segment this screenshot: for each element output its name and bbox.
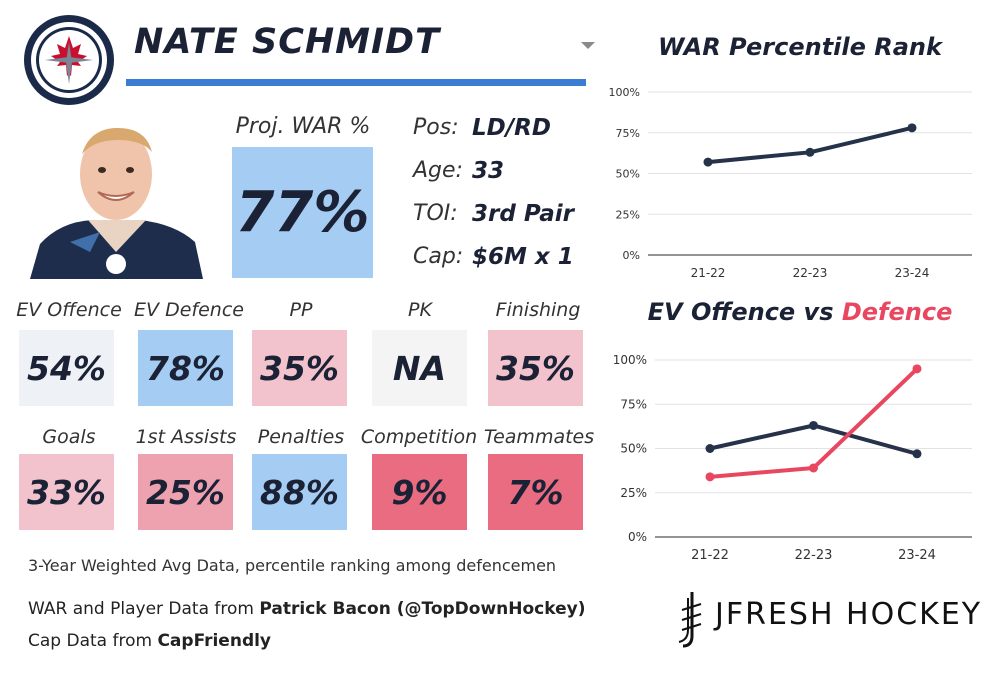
data-point: [805, 147, 815, 157]
cap-label: Cap:: [413, 244, 464, 269]
pos-value: LD/RD: [472, 115, 551, 141]
metric-label: Competition: [360, 426, 478, 448]
data-point: [809, 463, 818, 473]
toi-label: TOI:: [413, 201, 458, 226]
x-tick-label: 23-24: [898, 548, 936, 563]
metric-label: EV Offence: [16, 299, 122, 321]
metric-box-ev-offence: 54%: [19, 330, 114, 406]
metric-label: EV Defence: [134, 299, 244, 321]
data-point: [705, 472, 715, 482]
war-source-credit: WAR and Player Data from Patrick Bacon (…: [28, 599, 585, 619]
y-tick-label: 50%: [620, 442, 647, 456]
y-tick-label: 25%: [620, 486, 647, 500]
metric-box-ev-defence: 78%: [138, 330, 233, 406]
metric-label: PK: [408, 299, 432, 321]
age-value: 33: [472, 158, 505, 184]
chart-title-ev: EV Offence vs Defence: [640, 298, 960, 326]
player-photo: [30, 112, 203, 279]
metric-label: Penalties: [257, 426, 345, 448]
y-tick-label: 0%: [628, 530, 647, 544]
name-underline: [126, 79, 586, 86]
x-tick-label: 22-23: [793, 266, 828, 280]
toi-value: 3rd Pair: [472, 201, 574, 227]
metric-box-goals: 33%: [19, 454, 114, 530]
ev-offence-defence-chart: 0% 25% 50% 75% 100% 21-22 22-23 23-24: [613, 353, 972, 563]
brand-logo-icon: [678, 592, 702, 648]
cap-source-credit: Cap Data from CapFriendly: [28, 631, 271, 651]
metric-box-teammates: 7%: [488, 454, 583, 530]
data-note: 3-Year Weighted Avg Data, percentile ran…: [28, 556, 557, 575]
war-source-prefix: WAR and Player Data from: [28, 599, 260, 619]
cap-source-name: CapFriendly: [157, 631, 272, 651]
chart-title-war: WAR Percentile Rank: [658, 33, 942, 61]
y-tick-label: 100%: [609, 86, 640, 99]
metric-label: PP: [289, 299, 313, 321]
y-tick-label: 50%: [616, 168, 640, 181]
y-tick-label: 0%: [623, 249, 640, 262]
data-point: [703, 157, 713, 167]
metric-box-finishing: 35%: [488, 330, 583, 406]
x-tick-label: 21-22: [691, 266, 726, 280]
cap-value: $6M x 1: [472, 244, 574, 270]
data-point: [705, 444, 715, 453]
brand-name: JFRESH HOCKEY: [715, 597, 983, 632]
metric-box-pp: 35%: [252, 330, 347, 406]
data-point: [912, 449, 922, 459]
war-source-name: Patrick Bacon (@TopDownHockey): [259, 599, 586, 619]
chart-title-offence: EV Offence: [647, 298, 796, 326]
metric-box-penalties: 88%: [252, 454, 347, 530]
pos-label: Pos:: [413, 115, 459, 140]
war-percentile-chart: 0% 25% 50% 75% 100% 21-22 22-23 23-24: [609, 86, 972, 280]
data-point: [809, 420, 818, 430]
age-label: Age:: [413, 158, 463, 183]
y-tick-label: 75%: [616, 127, 640, 140]
proj-war-label: Proj. WAR %: [235, 114, 371, 139]
y-tick-label: 75%: [620, 397, 647, 411]
metric-label: 1st Assists: [135, 426, 237, 448]
player-name: NATE SCHMIDT: [134, 22, 440, 62]
x-tick-label: 21-22: [691, 548, 729, 563]
data-point: [907, 123, 917, 133]
cap-source-prefix: Cap Data from: [28, 631, 158, 651]
x-tick-label: 23-24: [895, 266, 930, 280]
metric-label: Teammates: [483, 426, 595, 448]
y-tick-label: 100%: [613, 353, 647, 367]
metric-label: Finishing: [495, 299, 581, 321]
team-logo: [24, 15, 114, 105]
metric-box-pk: NA: [372, 330, 467, 406]
y-tick-label: 25%: [616, 208, 640, 221]
chart-title-defence: Defence: [841, 298, 953, 326]
chart-title-vs: vs: [795, 298, 842, 326]
metric-label: Goals: [42, 426, 96, 448]
metric-box-1st-assists: 25%: [138, 454, 233, 530]
x-tick-label: 22-23: [795, 548, 833, 563]
proj-war-value: 77%: [232, 147, 373, 278]
chevron-down-icon[interactable]: [581, 42, 595, 49]
data-point: [912, 364, 922, 374]
metric-box-competition: 9%: [372, 454, 467, 530]
